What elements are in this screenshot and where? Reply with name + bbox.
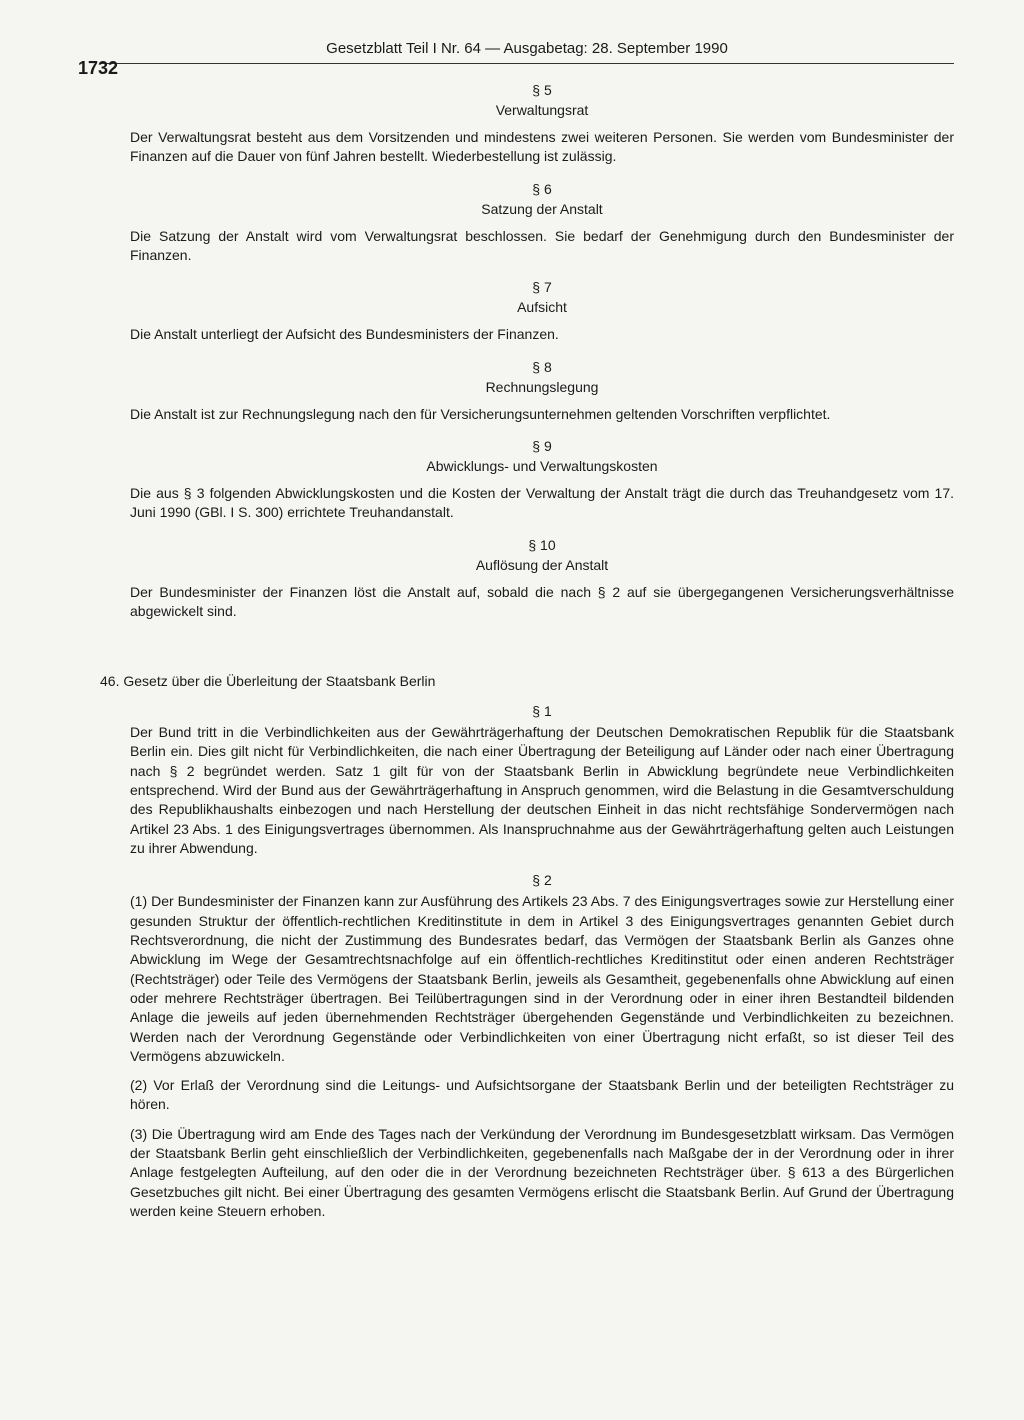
section-8-number: § 8	[130, 359, 954, 375]
section-6-title: Satzung der Anstalt	[130, 201, 954, 217]
law46-s2-p1: (1) Der Bundesminister der Finanzen kann…	[130, 892, 954, 1066]
section-10-title: Auflösung der Anstalt	[130, 557, 954, 573]
section-7-body: Die Anstalt unterliegt der Aufsicht des …	[130, 325, 954, 344]
section-7-number: § 7	[130, 279, 954, 295]
section-10-body: Der Bundesminister der Finanzen löst die…	[130, 583, 954, 622]
section-5-body: Der Verwaltungsrat besteht aus dem Vorsi…	[130, 128, 954, 167]
section-5-number: § 5	[130, 82, 954, 98]
law46-s2-p2: (2) Vor Erlaß der Verordnung sind die Le…	[130, 1076, 954, 1115]
section-9-title: Abwicklungs- und Verwaltungskosten	[130, 458, 954, 474]
law-46-title: 46. Gesetz über die Überleitung der Staa…	[100, 673, 954, 689]
document-content: § 5 Verwaltungsrat Der Verwaltungsrat be…	[80, 82, 964, 1221]
section-8-body: Die Anstalt ist zur Rechnungslegung nach…	[130, 405, 954, 424]
law46-s2-p3: (3) Die Übertragung wird am Ende des Tag…	[130, 1125, 954, 1222]
page-number: 1732	[78, 58, 118, 79]
section-6-number: § 6	[130, 181, 954, 197]
section-7-title: Aufsicht	[130, 299, 954, 315]
section-9-body: Die aus § 3 folgenden Abwicklungskosten …	[130, 484, 954, 523]
page-header: Gesetzblatt Teil I Nr. 64 — Ausgabetag: …	[100, 40, 954, 64]
section-10-number: § 10	[130, 537, 954, 553]
section-9-number: § 9	[130, 438, 954, 454]
section-8-title: Rechnungslegung	[130, 379, 954, 395]
law46-s2-number: § 2	[130, 872, 954, 888]
section-5-title: Verwaltungsrat	[130, 102, 954, 118]
section-6-body: Die Satzung der Anstalt wird vom Verwalt…	[130, 227, 954, 266]
law46-s1-body: Der Bund tritt in die Verbindlichkeiten …	[130, 723, 954, 858]
law46-s1-number: § 1	[130, 703, 954, 719]
